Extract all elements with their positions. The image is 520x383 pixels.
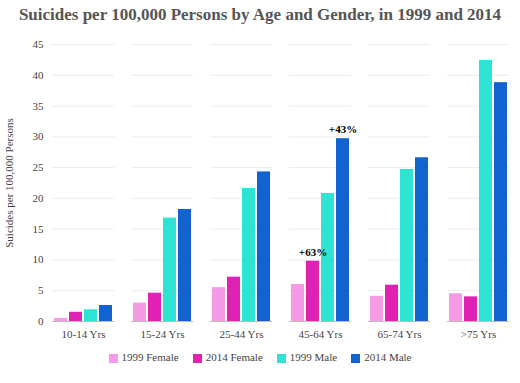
- svg-text:+63%: +63%: [299, 246, 327, 258]
- svg-text:30: 30: [33, 130, 45, 142]
- svg-text:>75 Yrs: >75 Yrs: [461, 328, 496, 340]
- svg-text:65-74 Yrs: 65-74 Yrs: [378, 328, 422, 340]
- svg-text:10: 10: [33, 253, 45, 265]
- svg-text:40: 40: [33, 69, 45, 81]
- svg-text:+43%: +43%: [329, 123, 357, 135]
- svg-text:25: 25: [33, 161, 45, 173]
- svg-text:35: 35: [33, 100, 45, 112]
- svg-text:45: 45: [33, 38, 45, 50]
- svg-text:45-64 Yrs: 45-64 Yrs: [299, 328, 343, 340]
- svg-text:20: 20: [33, 192, 45, 204]
- svg-text:10-14 Yrs: 10-14 Yrs: [62, 328, 106, 340]
- html-text:1999 Male: 1999 Male: [289, 351, 338, 363]
- svg-text:15: 15: [33, 223, 45, 235]
- svg-text:25-44 Yrs: 25-44 Yrs: [220, 328, 264, 340]
- svg-text:15-24 Yrs: 15-24 Yrs: [141, 328, 185, 340]
- svg-text:Suicides per 100,000 Persons: Suicides per 100,000 Persons: [3, 118, 15, 248]
- svg-text:5: 5: [38, 284, 44, 296]
- html-text:Suicides per 100,000 Persons b: Suicides per 100,000 Persons by Age and …: [18, 5, 502, 24]
- svg-text:0: 0: [38, 315, 44, 327]
- html-text:1999 Female: 1999 Female: [121, 351, 179, 363]
- html-text:2014 Female: 2014 Female: [205, 351, 263, 363]
- html-text:2014 Male: 2014 Male: [364, 351, 412, 363]
